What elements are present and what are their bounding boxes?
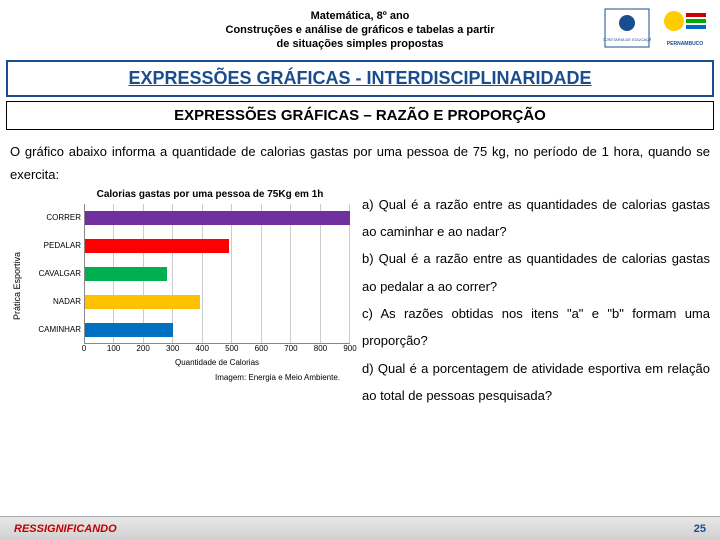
- svg-text:SECRETARIA DE EDUCAÇÃO: SECRETARIA DE EDUCAÇÃO: [603, 37, 651, 42]
- header-text: Matemática, 8º ano Construções e análise…: [226, 9, 495, 52]
- title-band-1: EXPRESSÕES GRÁFICAS - INTERDISCIPLINARID…: [6, 60, 714, 97]
- x-tick: 600: [255, 344, 268, 353]
- bar: [85, 323, 173, 337]
- footer-left: RESSIGNIFICANDO: [14, 523, 117, 535]
- content-row: Calorias gastas por uma pessoa de 75Kg e…: [0, 189, 720, 409]
- bar-label: NADAR: [25, 297, 85, 306]
- x-tick: 900: [343, 344, 356, 353]
- question-b: b) Qual é a razão entre as quantidades d…: [362, 245, 710, 300]
- bar-label: CORRER: [25, 213, 85, 222]
- bar-label: PEDALAR: [25, 241, 85, 250]
- bar: [85, 295, 200, 309]
- questions-panel: a) Qual é a razão entre as quantidades d…: [362, 189, 710, 409]
- chart-plot-area: CORRER PEDALAR CAVALGAR NADAR CAMINHAR: [84, 204, 350, 344]
- bar: [85, 211, 350, 225]
- x-tick: 200: [136, 344, 149, 353]
- question-a: a) Qual é a razão entre as quantidades d…: [362, 191, 710, 246]
- header-line1: Matemática, 8º ano: [226, 9, 495, 23]
- bar-row: PEDALAR: [85, 237, 350, 255]
- x-tick: 100: [107, 344, 120, 353]
- chart-panel: Calorias gastas por uma pessoa de 75Kg e…: [10, 189, 350, 409]
- svg-text:PERNAMBUCO: PERNAMBUCO: [667, 41, 704, 47]
- x-tick: 800: [314, 344, 327, 353]
- bar-row: NADAR: [85, 293, 350, 311]
- question-d: d) Qual é a porcentagem de atividade esp…: [362, 355, 710, 410]
- chart-x-ticks: 0100200300400500600700800900: [84, 344, 350, 356]
- chart-x-axis-label: Quantidade de Calorias: [84, 358, 350, 367]
- chart-caption: Imagem: Energia e Meio Ambiente.: [10, 373, 350, 382]
- page-number: 25: [694, 523, 706, 535]
- slide-footer: RESSIGNIFICANDO 25: [0, 516, 720, 540]
- intro-text: O gráfico abaixo informa a quantidade de…: [0, 134, 720, 189]
- bar: [85, 239, 229, 253]
- bar-row: CAMINHAR: [85, 321, 350, 339]
- slide-header: Matemática, 8º ano Construções e análise…: [0, 0, 720, 60]
- chart-title: Calorias gastas por uma pessoa de 75Kg e…: [70, 189, 350, 200]
- pernambuco-logo-icon: PERNAMBUCO: [660, 5, 710, 50]
- bar: [85, 267, 167, 281]
- question-c: c) As razões obtidas nos itens "a" e "b"…: [362, 300, 710, 355]
- title-band-2: EXPRESSÕES GRÁFICAS – RAZÃO E PROPORÇÃO: [6, 101, 714, 130]
- bar-row: CORRER: [85, 209, 350, 227]
- x-tick: 300: [166, 344, 179, 353]
- x-tick: 500: [225, 344, 238, 353]
- header-logos: SECRETARIA DE EDUCAÇÃO PERNAMBUCO: [602, 5, 710, 50]
- x-tick: 0: [82, 344, 86, 353]
- header-line2: Construções e análise de gráficos e tabe…: [226, 23, 495, 37]
- bar-label: CAMINHAR: [25, 325, 85, 334]
- x-tick: 400: [196, 344, 209, 353]
- x-tick: 700: [284, 344, 297, 353]
- chart-y-axis-label: Prática Esportiva: [10, 204, 24, 367]
- bar-row: CAVALGAR: [85, 265, 350, 283]
- header-line3: de situações simples propostas: [226, 37, 495, 51]
- educacao-logo-icon: SECRETARIA DE EDUCAÇÃO: [602, 5, 652, 50]
- bar-label: CAVALGAR: [25, 269, 85, 278]
